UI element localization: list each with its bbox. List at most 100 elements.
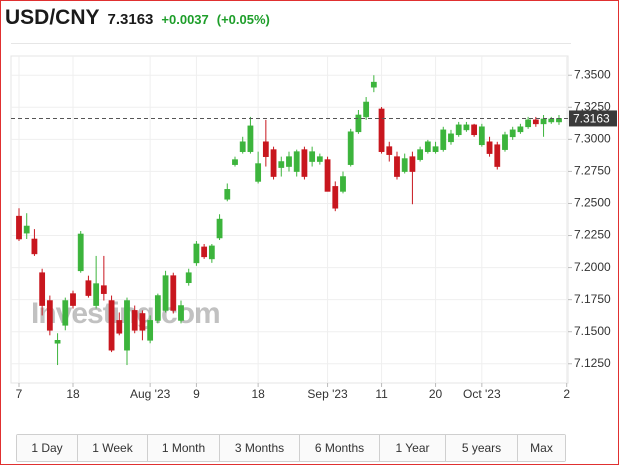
range-button[interactable]: 1 Day — [17, 435, 78, 461]
y-tick-label: 7.2250 — [574, 228, 611, 242]
candle-body — [432, 146, 439, 152]
y-tick-label: 7.2750 — [574, 164, 611, 178]
x-tick-label: Aug '23 — [130, 387, 171, 401]
x-tick-label: Sep '23 — [307, 387, 348, 401]
candle-body — [16, 215, 22, 240]
last-price-label: 7.3163 — [573, 112, 610, 126]
candle-body — [394, 156, 400, 177]
divider — [11, 43, 571, 44]
candle-body — [548, 118, 555, 123]
y-tick-label: 7.1500 — [574, 324, 611, 338]
candle-body — [100, 285, 107, 294]
candle-body — [170, 275, 177, 311]
x-tick-label: 20 — [429, 387, 443, 401]
x-tick-label: 9 — [193, 387, 200, 401]
candle-body — [224, 189, 231, 200]
plot-frame — [10, 55, 569, 384]
candle-body — [162, 275, 169, 311]
candle-body — [46, 300, 53, 331]
candle-body — [409, 156, 416, 172]
candle-body — [124, 300, 130, 351]
y-tick-label: 7.3000 — [574, 132, 611, 146]
y-tick-label: 7.2500 — [574, 196, 611, 210]
candle-body — [309, 151, 316, 162]
candle-body — [70, 293, 76, 306]
candle-body — [239, 141, 246, 152]
candle-body — [23, 225, 30, 234]
candle-body — [517, 126, 524, 133]
x-tick-label: 2 — [563, 387, 570, 401]
range-selector: 1 Day 1 Week 1 Month 3 Months 6 Months 1 Year… — [16, 434, 566, 462]
candle-body — [440, 129, 447, 150]
range-button[interactable]: 1 Month — [148, 435, 220, 461]
x-tick-label: 18 — [66, 387, 80, 401]
y-tick-label: 7.3250 — [574, 99, 611, 113]
candle-body — [556, 118, 562, 123]
candle-body — [77, 233, 84, 272]
candle-body — [62, 300, 69, 326]
candle-body — [178, 305, 184, 321]
candle-body — [463, 124, 470, 131]
candle-body — [509, 129, 516, 138]
candle-body — [193, 243, 200, 264]
candle-body — [201, 246, 208, 258]
candle-body — [455, 124, 462, 136]
header: USD/CNY 7.3163 +0.0037 (+0.05%) — [5, 6, 270, 32]
last-price-box — [569, 110, 617, 127]
candle-body — [208, 245, 215, 260]
candle-body — [378, 108, 385, 152]
candle-body — [340, 176, 346, 192]
range-button[interactable]: Max — [518, 435, 565, 461]
x-tick-label: 18 — [251, 387, 265, 401]
candle-body — [247, 125, 254, 152]
x-tick-label: Oct '23 — [463, 387, 501, 401]
candle-body — [286, 156, 292, 167]
range-button[interactable]: 6 Months — [300, 435, 380, 461]
candle-body — [424, 141, 431, 152]
candle-body — [401, 158, 408, 172]
candle-body — [347, 131, 354, 165]
candle-body — [147, 320, 154, 341]
candle-body — [386, 146, 393, 155]
candle-body — [417, 149, 424, 160]
y-tick-label: 7.3500 — [574, 67, 611, 81]
candle-body — [486, 141, 493, 154]
candle-body — [471, 124, 478, 136]
candle-body — [85, 280, 92, 296]
candle-body — [108, 300, 115, 351]
candle-body — [185, 272, 192, 284]
chart: Investing.com7.12507.15007.17507.20007.2… — [10, 55, 617, 401]
change: +0.0037 — [161, 12, 209, 27]
y-tick-label: 7.1750 — [574, 292, 611, 306]
candle-body — [270, 149, 277, 177]
candle-body — [494, 144, 501, 167]
candle-body — [293, 151, 300, 172]
candle-body — [540, 118, 547, 125]
candle-body — [301, 149, 308, 177]
price: 7.3163 — [107, 11, 154, 28]
x-tick-label: 7 — [16, 387, 23, 401]
candle-body — [39, 272, 46, 306]
change-percent: (+0.05%) — [216, 12, 270, 27]
range-button[interactable]: 1 Week — [78, 435, 148, 461]
candle-body — [278, 161, 285, 168]
candle-body — [355, 114, 362, 133]
candle-body — [232, 159, 238, 165]
candle-body — [31, 238, 38, 255]
candle-body — [370, 81, 377, 88]
range-button[interactable]: 1 Year — [380, 435, 446, 461]
candle-body — [131, 310, 138, 331]
candle-body — [216, 218, 223, 239]
y-tick-label: 7.2000 — [574, 260, 611, 274]
range-button[interactable]: 5 years — [446, 435, 518, 461]
candle-body — [448, 133, 454, 143]
candle-body — [139, 313, 146, 331]
candle-body — [532, 119, 539, 125]
range-button[interactable]: 3 Months — [220, 435, 300, 461]
symbol: USD/CNY — [5, 6, 100, 29]
candle-body — [262, 141, 269, 157]
x-tick-label: 11 — [375, 387, 388, 401]
candle-body — [324, 159, 331, 192]
candle-body — [525, 119, 532, 128]
